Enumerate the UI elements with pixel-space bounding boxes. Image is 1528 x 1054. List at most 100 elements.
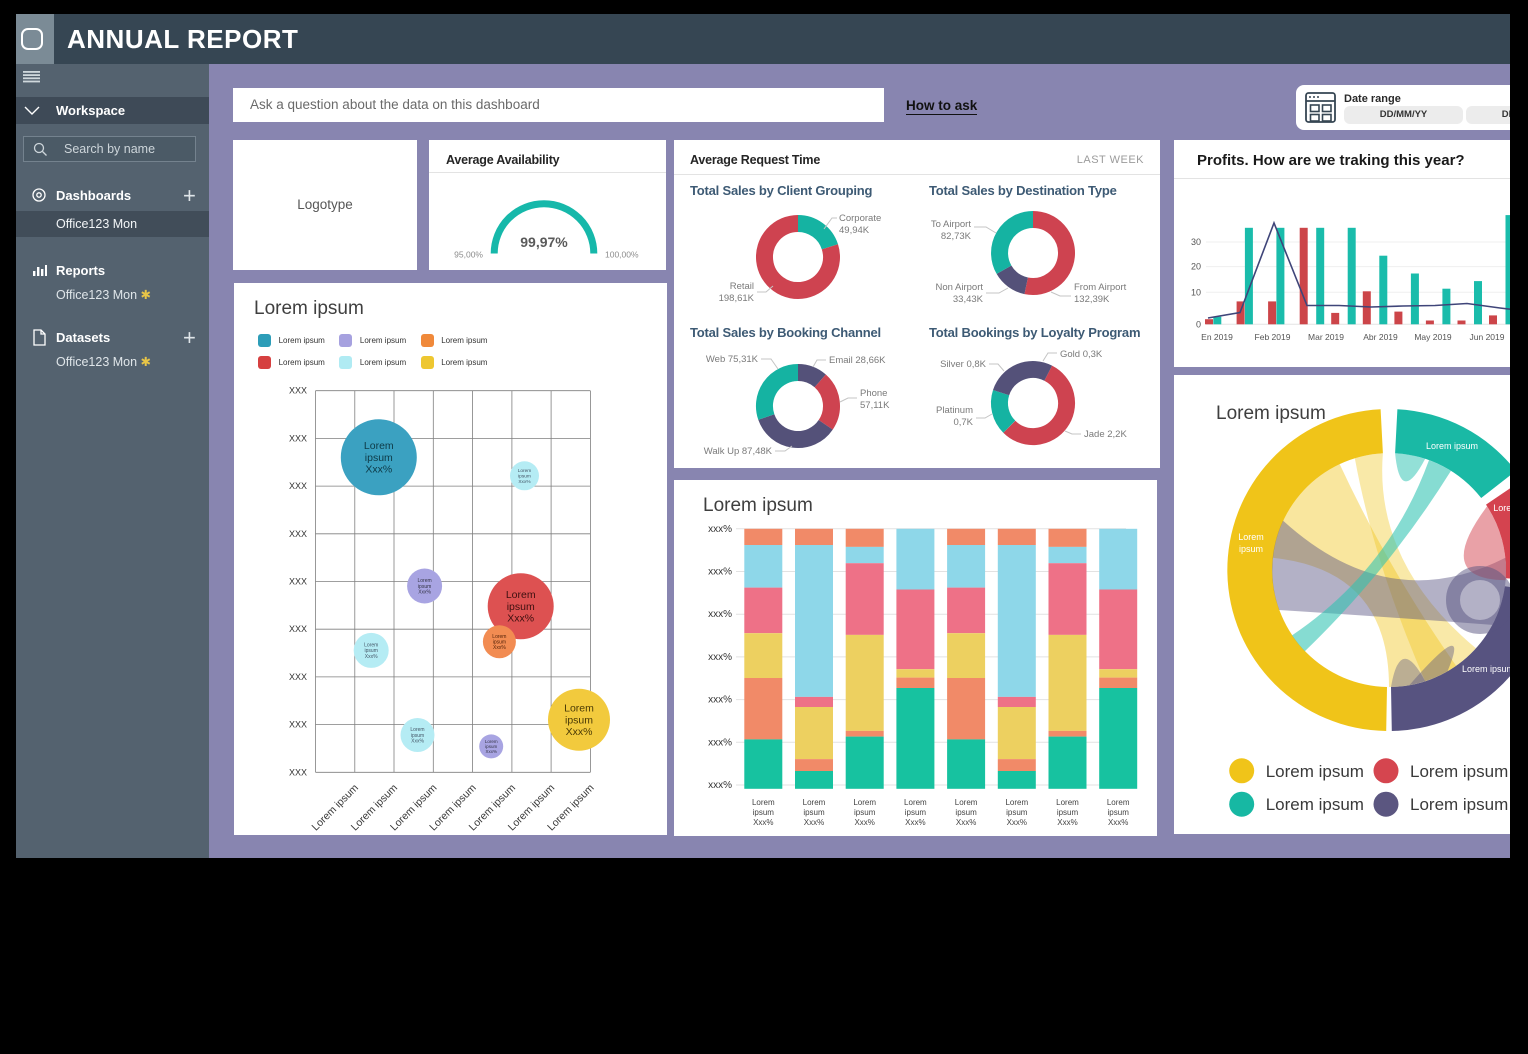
svg-text:ipsum: ipsum	[753, 808, 775, 817]
svg-text:Feb 2019: Feb 2019	[1255, 332, 1291, 342]
svg-text:XXX: XXX	[289, 767, 307, 777]
svg-text:Retail: Retail	[730, 281, 754, 292]
svg-text:Lorem ipsum: Lorem ipsum	[1410, 795, 1508, 814]
svg-text:xxx%: xxx%	[708, 524, 732, 535]
svg-text:Xxx%: Xxx%	[518, 479, 531, 485]
svg-text:Xxx%: Xxx%	[411, 738, 424, 744]
svg-text:Xxx%: Xxx%	[418, 589, 431, 595]
svg-text:49,94K: 49,94K	[839, 225, 870, 236]
svg-text:XXX: XXX	[289, 386, 307, 396]
svg-text:Lorem: Lorem	[506, 589, 536, 601]
svg-text:Lorem: Lorem	[1107, 798, 1130, 807]
svg-text:Platinum: Platinum	[936, 405, 973, 416]
svg-text:Jun 2019: Jun 2019	[1470, 332, 1505, 342]
svg-text:132,39K: 132,39K	[1074, 294, 1110, 305]
svg-text:XXX: XXX	[289, 624, 307, 634]
svg-text:ipsum: ipsum	[365, 452, 393, 464]
svg-text:198,61K: 198,61K	[719, 293, 755, 304]
svg-text:Lorem: Lorem	[485, 739, 498, 744]
svg-text:ipsum: ipsum	[1108, 808, 1130, 817]
svg-text:Lorem: Lorem	[1056, 798, 1079, 807]
svg-text:XXX: XXX	[289, 481, 307, 491]
svg-text:xxx%: xxx%	[708, 737, 732, 748]
svg-text:30: 30	[1191, 237, 1201, 247]
svg-text:From Airport: From Airport	[1074, 282, 1127, 293]
svg-text:95,00%: 95,00%	[454, 250, 483, 260]
svg-text:ipsum: ipsum	[955, 808, 977, 817]
svg-text:Web 75,31K: Web 75,31K	[706, 354, 759, 365]
svg-text:Abr 2019: Abr 2019	[1363, 332, 1398, 342]
svg-text:May 2019: May 2019	[1414, 332, 1452, 342]
svg-text:XXX: XXX	[289, 577, 307, 587]
svg-text:Lorem: Lorem	[418, 578, 432, 584]
svg-text:En 2019: En 2019	[1201, 332, 1233, 342]
svg-text:ipsum: ipsum	[365, 648, 378, 654]
svg-text:ipsum: ipsum	[507, 601, 535, 613]
svg-text:Jade 2,2K: Jade 2,2K	[1084, 429, 1127, 440]
svg-text:Lorem ipsum: Lorem ipsum	[1426, 441, 1478, 451]
svg-text:Lorem ipsum: Lorem ipsum	[1266, 795, 1364, 814]
svg-text:0,7K: 0,7K	[953, 417, 973, 428]
svg-text:Gold 0,3K: Gold 0,3K	[1060, 349, 1103, 360]
svg-text:ipsum: ipsum	[803, 808, 825, 817]
svg-text:Xxx%: Xxx%	[804, 818, 824, 827]
svg-text:Xxx%: Xxx%	[1108, 818, 1128, 827]
svg-text:100,00%: 100,00%	[605, 250, 639, 260]
svg-text:Xxx%: Xxx%	[905, 818, 925, 827]
svg-text:Corporate: Corporate	[839, 213, 881, 224]
svg-text:ipsum: ipsum	[565, 714, 593, 726]
svg-text:xxx%: xxx%	[708, 609, 732, 620]
svg-text:ipsum: ipsum	[905, 808, 927, 817]
svg-text:Phone: Phone	[860, 388, 887, 399]
svg-text:ipsum: ipsum	[418, 584, 431, 590]
svg-text:Lorem: Lorem	[803, 798, 826, 807]
svg-text:xxx%: xxx%	[708, 652, 732, 663]
svg-text:Xxx%: Xxx%	[507, 613, 534, 625]
svg-text:To Airport: To Airport	[931, 219, 971, 230]
svg-text:Mar 2019: Mar 2019	[1308, 332, 1344, 342]
svg-text:Walk Up 87,48K: Walk Up 87,48K	[704, 446, 773, 457]
svg-text:XXX: XXX	[289, 720, 307, 730]
svg-text:Lorem: Lorem	[364, 643, 378, 649]
svg-text:Xxx%: Xxx%	[566, 726, 593, 738]
svg-text:Xxx%: Xxx%	[365, 654, 378, 660]
svg-text:0: 0	[1196, 319, 1201, 329]
svg-text:Lorem: Lorem	[410, 727, 424, 733]
svg-text:ipsum: ipsum	[1239, 544, 1263, 554]
svg-text:Xxx%: Xxx%	[753, 818, 773, 827]
svg-text:Lorem: Lorem	[1238, 532, 1264, 542]
svg-text:Xxx%: Xxx%	[365, 464, 392, 476]
svg-text:ipsum: ipsum	[493, 639, 506, 645]
svg-text:Xxx%: Xxx%	[1057, 818, 1077, 827]
svg-text:Lorem: Lorem	[1493, 503, 1510, 513]
svg-text:Xxx%: Xxx%	[493, 645, 506, 651]
svg-text:33,43K: 33,43K	[953, 294, 984, 305]
svg-text:XXX: XXX	[289, 433, 307, 443]
svg-text:Lorem: Lorem	[564, 703, 594, 715]
svg-text:XXX: XXX	[289, 672, 307, 682]
svg-text:Lorem: Lorem	[752, 798, 775, 807]
svg-text:ipsum: ipsum	[854, 808, 876, 817]
svg-text:ipsum: ipsum	[1006, 808, 1028, 817]
svg-text:Xxx%: Xxx%	[485, 749, 497, 754]
svg-text:Silver 0,8K: Silver 0,8K	[940, 359, 987, 370]
svg-text:Lorem ipsum: Lorem ipsum	[1410, 762, 1508, 781]
svg-text:Lorem: Lorem	[904, 798, 927, 807]
svg-text:Non Airport: Non Airport	[935, 282, 983, 293]
svg-text:Lorem ipsum: Lorem ipsum	[1266, 762, 1364, 781]
svg-text:ipsum: ipsum	[411, 733, 424, 739]
svg-text:Lorem: Lorem	[853, 798, 876, 807]
svg-text:10: 10	[1191, 287, 1201, 297]
svg-text:57,11K: 57,11K	[860, 400, 890, 411]
svg-text:xxx%: xxx%	[708, 780, 732, 791]
svg-text:20: 20	[1191, 262, 1201, 272]
svg-text:Email 28,66K: Email 28,66K	[829, 355, 886, 366]
svg-text:ipsum: ipsum	[518, 473, 531, 479]
svg-text:Xxx%: Xxx%	[854, 818, 874, 827]
svg-text:XXX: XXX	[289, 529, 307, 539]
svg-text:ipsum: ipsum	[1057, 808, 1079, 817]
svg-text:ipsum: ipsum	[485, 744, 497, 749]
svg-text:Lorem: Lorem	[492, 634, 506, 640]
svg-text:xxx%: xxx%	[708, 567, 732, 578]
svg-text:Lorem: Lorem	[1005, 798, 1028, 807]
